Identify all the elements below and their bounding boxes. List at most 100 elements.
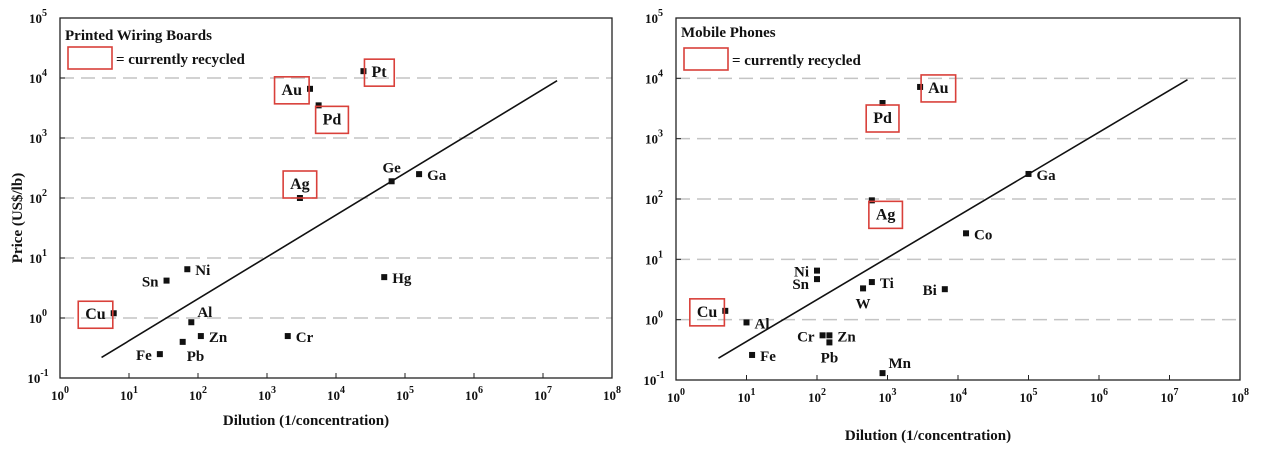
point-label-ag: Ag xyxy=(290,176,310,193)
x-tick-label: 108 xyxy=(1231,387,1249,405)
point-sn xyxy=(814,276,820,283)
point-label-cu: Cu xyxy=(697,304,718,321)
y-tick-label: 100 xyxy=(29,308,47,326)
point-label-fe: Fe xyxy=(136,348,152,364)
recycled-box-cu xyxy=(77,300,114,330)
x-tick-label: 102 xyxy=(189,385,207,403)
x-tick-label: 100 xyxy=(667,387,685,405)
point-ni xyxy=(184,266,191,273)
point-label-cr: Cr xyxy=(797,329,815,345)
point-label-ni: Ni xyxy=(195,263,210,279)
point-ti xyxy=(868,279,875,286)
x-tick-label: 107 xyxy=(534,385,552,403)
point-cr xyxy=(819,332,826,339)
panel-title: Printed Wiring Boards xyxy=(65,28,212,44)
legend-box xyxy=(67,46,113,70)
y-tick-label: 100 xyxy=(645,310,663,328)
legend-text: = currently recycled xyxy=(732,53,861,69)
point-label-au: Au xyxy=(282,82,303,99)
y-tick-label: 103 xyxy=(29,128,47,146)
point-label-fe: Fe xyxy=(760,349,776,365)
x-axis-title: Dilution (1/concentration) xyxy=(845,428,1011,444)
point-label-mn: Mn xyxy=(889,356,912,372)
point-label-ge: Ge xyxy=(382,160,401,176)
point-cu xyxy=(722,307,729,314)
point-cu xyxy=(110,310,117,317)
point-label-ag: Ag xyxy=(876,206,896,223)
x-tick-label: 105 xyxy=(396,385,414,403)
point-label-bi: Bi xyxy=(923,283,937,299)
point-label-sn: Sn xyxy=(792,277,809,293)
y-tick-label: 105 xyxy=(645,8,663,26)
point-label-ga: Ga xyxy=(427,168,447,184)
point-pd xyxy=(879,100,886,107)
y-tick-label: 102 xyxy=(29,188,47,206)
x-tick-label: 101 xyxy=(120,385,138,403)
point-ge xyxy=(388,178,395,185)
recycled-box-pt xyxy=(363,58,396,87)
x-axis-title: Dilution (1/concentration) xyxy=(223,413,389,429)
point-al xyxy=(743,319,750,326)
point-label-zn: Zn xyxy=(837,329,856,345)
y-tick-label: 10-1 xyxy=(27,368,48,386)
trend-line xyxy=(718,78,1188,359)
point-ga xyxy=(1025,170,1032,177)
panel-1: 100 101 102 103 104 105 106 107 10810-1100101102… xyxy=(10,8,621,429)
x-tick-label: 104 xyxy=(949,387,967,405)
x-tick-label: 107 xyxy=(1161,387,1179,405)
point-fe xyxy=(156,351,163,358)
x-tick-label: 101 xyxy=(738,387,756,405)
x-tick-label: 108 xyxy=(603,385,621,403)
point-label-pb: Pb xyxy=(821,350,839,366)
y-tick-label: 101 xyxy=(645,249,663,267)
point-mn xyxy=(879,370,886,377)
point-pd xyxy=(315,102,322,109)
point-co xyxy=(963,230,970,237)
point-pb xyxy=(826,339,833,346)
x-tick-label: 100 xyxy=(51,385,69,403)
recycled-box-pd xyxy=(865,104,900,133)
recycled-box-ag xyxy=(282,170,318,199)
recycled-box-ag xyxy=(868,200,904,230)
point-label-pb: Pb xyxy=(187,349,205,365)
y-tick-label: 105 xyxy=(29,8,47,26)
point-label-w: W xyxy=(856,296,871,312)
x-tick-label: 106 xyxy=(465,385,483,403)
point-al xyxy=(188,319,195,326)
point-label-hg: Hg xyxy=(392,271,412,287)
recycled-box-au xyxy=(273,76,310,105)
point-zn xyxy=(826,332,833,339)
point-pt xyxy=(360,68,367,75)
point-zn xyxy=(197,333,204,340)
recycled-box-au xyxy=(920,74,957,103)
legend-text: = currently recycled xyxy=(116,52,245,68)
panel-2: 100 101 102 103 104 105 106 107 10810-1100101102… xyxy=(643,8,1249,444)
y-tick-label: 104 xyxy=(645,68,663,86)
point-au xyxy=(307,85,314,92)
point-label-cr: Cr xyxy=(296,330,314,346)
legend-box xyxy=(683,47,729,71)
point-label-cu: Cu xyxy=(85,306,106,323)
point-ga xyxy=(416,171,423,178)
point-ag xyxy=(868,197,875,204)
point-label-zn: Zn xyxy=(209,330,228,346)
point-fe xyxy=(749,351,756,358)
panel-title: Mobile Phones xyxy=(681,25,776,41)
point-sn xyxy=(163,277,170,284)
y-tick-label: 104 xyxy=(29,68,47,86)
y-tick-label: 101 xyxy=(29,248,47,266)
recycled-box-pd xyxy=(314,105,350,135)
point-label-ti: Ti xyxy=(880,276,894,292)
trend-line xyxy=(101,80,558,359)
y-tick-label: 103 xyxy=(645,129,663,147)
y-tick-label: 10-1 xyxy=(643,370,664,388)
x-tick-label: 106 xyxy=(1090,387,1108,405)
point-bi xyxy=(941,286,948,293)
point-label-pd: Pd xyxy=(323,111,342,128)
point-pb xyxy=(179,338,186,345)
x-tick-label: 105 xyxy=(1020,387,1038,405)
point-label-sn: Sn xyxy=(142,275,159,291)
x-tick-label: 102 xyxy=(808,387,826,405)
x-tick-label: 103 xyxy=(258,385,276,403)
